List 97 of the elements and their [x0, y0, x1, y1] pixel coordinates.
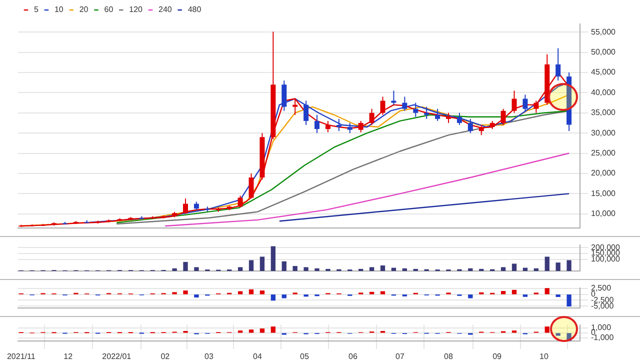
bar: [248, 260, 254, 271]
bar: [270, 326, 276, 333]
x-tick-label: 03: [204, 352, 214, 360]
candlestick: [456, 112, 462, 126]
bar: [468, 268, 473, 271]
bar: [183, 262, 188, 271]
bar: [260, 290, 265, 294]
x-tick-label: 04: [253, 352, 263, 360]
candlestick: [402, 96, 408, 112]
bar: [544, 256, 550, 271]
y-tick-label: 25,000: [591, 148, 616, 158]
bar: [500, 267, 506, 271]
legend-label: 480: [188, 5, 202, 14]
bar: [380, 265, 386, 271]
candlestick: [248, 172, 254, 200]
bar: [534, 268, 538, 271]
bar: [282, 294, 286, 298]
candlestick: [512, 90, 517, 114]
bar: [314, 268, 320, 271]
candlestick: [424, 106, 430, 120]
bar: [238, 267, 243, 271]
bar: [304, 267, 308, 271]
bar: [556, 333, 560, 336]
bar: [468, 294, 473, 298]
y-tick-label: 55,000: [591, 27, 616, 36]
candlestick: [369, 108, 374, 126]
x-tick-label: 2021/11: [6, 352, 36, 360]
candlestick: [446, 112, 451, 124]
bar: [566, 333, 572, 341]
bar: [194, 267, 199, 271]
x-tick-label: 02: [160, 352, 170, 360]
candlestick: [325, 120, 330, 133]
bar: [270, 246, 276, 271]
bar: [194, 294, 199, 298]
bar: [238, 291, 243, 294]
bar: [183, 290, 188, 294]
bar: [556, 262, 560, 271]
x-tick-label: 10: [540, 352, 549, 360]
x-tick-label: 12: [64, 352, 74, 360]
x-tick-label: 2022/01: [102, 352, 132, 360]
bar: [500, 290, 506, 294]
x-tick-label: 09: [492, 352, 502, 360]
legend-label: 20: [79, 5, 89, 14]
bar: [260, 328, 265, 333]
legend-label: 5: [34, 5, 39, 14]
candlestick: [304, 100, 309, 126]
bar: [369, 267, 374, 271]
candlestick: [238, 195, 243, 208]
candlestick: [522, 94, 528, 112]
candlestick: [556, 48, 561, 82]
bar: [260, 256, 265, 271]
bar: [556, 294, 560, 298]
y-tick-label: 15,000: [591, 188, 616, 198]
candlestick: [380, 96, 386, 116]
candlestick: [468, 118, 473, 134]
bar: [391, 268, 396, 271]
legend-label: 240: [158, 5, 172, 14]
candlestick: [534, 100, 539, 114]
y-tick-label: 35,000: [591, 108, 616, 118]
candlestick: [478, 124, 484, 136]
bar: [282, 261, 286, 271]
bar: [248, 330, 254, 333]
legend-label: 120: [129, 5, 144, 14]
bar: [270, 294, 276, 301]
y-tick-label: 20,000: [591, 168, 616, 178]
x-tick-label: 05: [300, 352, 310, 360]
y-tick-label: 1,000: [591, 323, 612, 332]
x-tick-label: 06: [348, 352, 358, 360]
candlestick: [336, 118, 342, 132]
candlestick: [435, 108, 440, 122]
y-tick-label: -1,000: [591, 333, 614, 342]
bar: [522, 268, 528, 271]
candlestick: [347, 122, 352, 134]
x-tick-label: 07: [396, 352, 405, 360]
candlestick: [391, 90, 396, 106]
bar: [512, 264, 517, 271]
legend-label: 60: [104, 5, 114, 14]
candlestick: [292, 98, 298, 116]
bar: [292, 266, 298, 271]
bar: [402, 268, 407, 271]
y-tick-label: 30,000: [591, 128, 616, 138]
bar: [544, 326, 550, 333]
legend-label: 10: [54, 5, 64, 14]
candlestick: [413, 102, 418, 118]
bar: [380, 291, 386, 294]
bar: [544, 288, 550, 294]
candlestick: [183, 198, 188, 214]
candlestick: [358, 120, 364, 133]
y-tick-label: 50,000: [591, 47, 616, 56]
x-tick-label: 08: [444, 352, 454, 360]
y-tick-label: 10,000: [591, 209, 616, 218]
bar: [172, 268, 177, 271]
bar: [566, 260, 572, 271]
candlestick: [314, 114, 320, 134]
y-tick-label: 40,000: [591, 88, 616, 97]
candlestick: [500, 108, 506, 126]
y-tick-label: 45,000: [591, 68, 616, 77]
